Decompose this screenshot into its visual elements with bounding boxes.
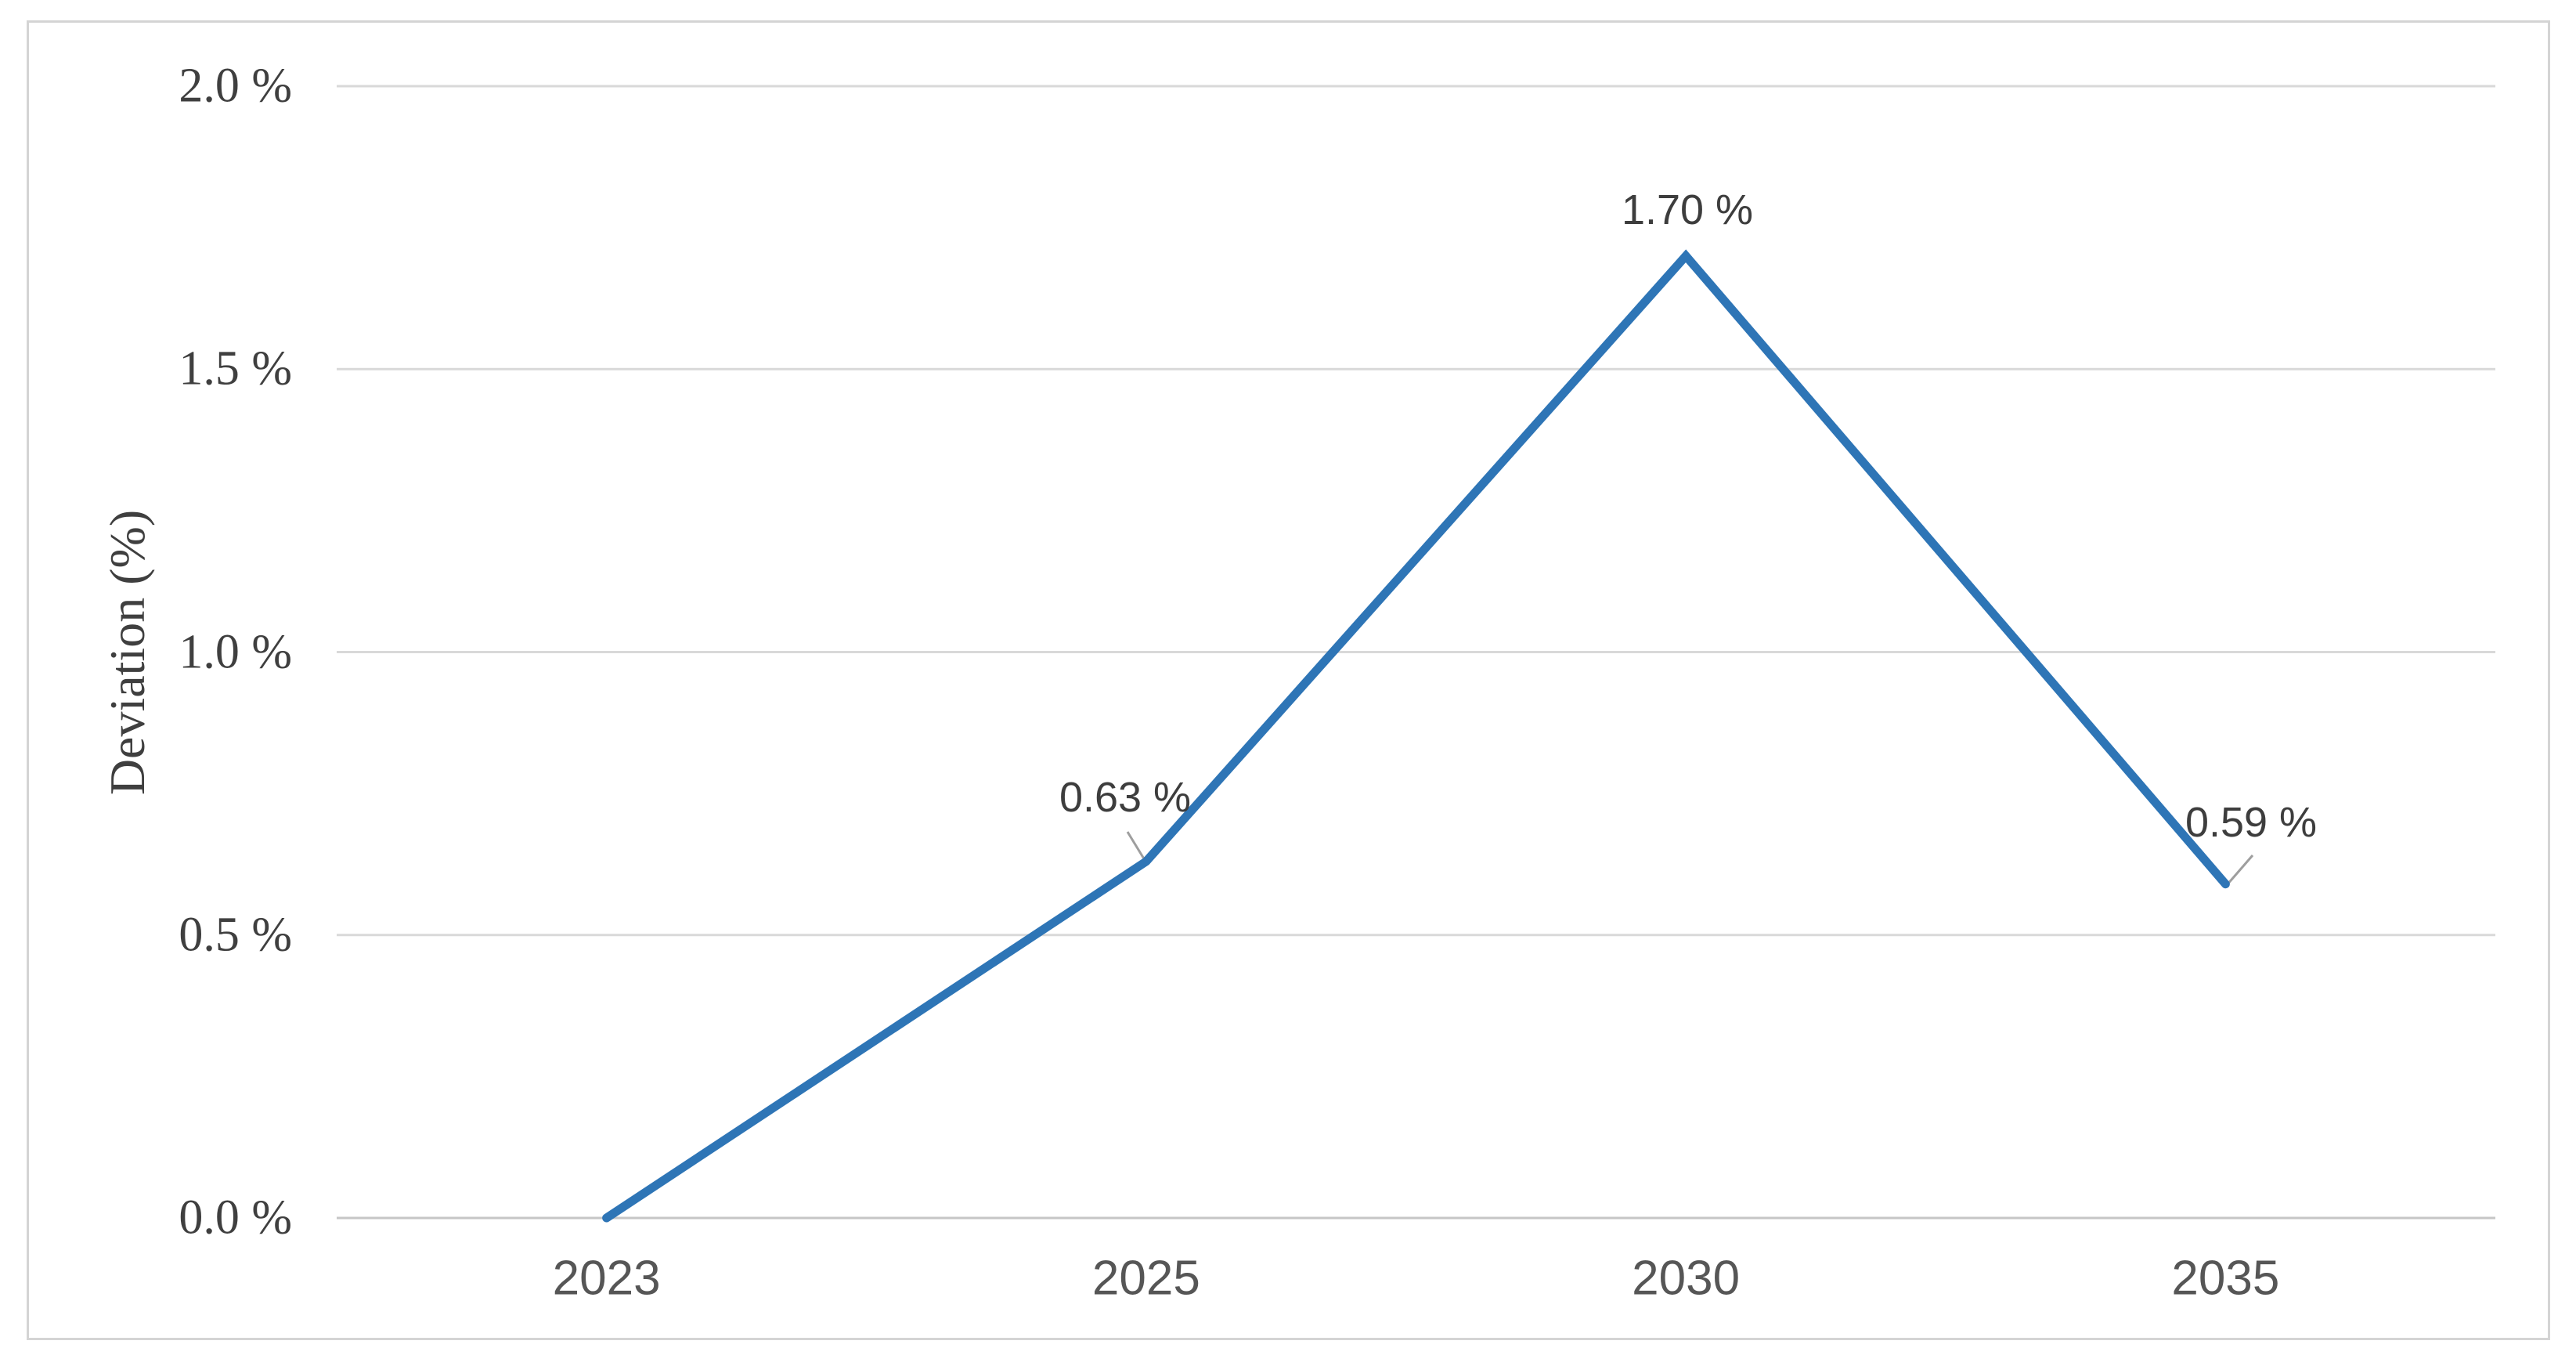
y-tick-label: 0.0 % bbox=[179, 1191, 292, 1245]
data-label-leader-line bbox=[1126, 831, 1146, 861]
y-tick-label: 1.0 % bbox=[179, 625, 292, 678]
x-tick-label: 2030 bbox=[1632, 1251, 1741, 1306]
data-label: 1.70 % bbox=[1621, 186, 1754, 233]
x-tick-label: 2025 bbox=[1091, 1251, 1200, 1306]
data-label: 0.59 % bbox=[2185, 799, 2318, 846]
x-tick-label: 2023 bbox=[552, 1251, 661, 1306]
data-label: 0.63 % bbox=[1059, 774, 1192, 821]
y-tick-label: 0.5 % bbox=[179, 908, 292, 962]
series-line-deviation bbox=[602, 249, 2230, 1223]
data-label-leader-line bbox=[2225, 855, 2254, 886]
y-axis-title: Deviation (%) bbox=[99, 509, 155, 795]
x-tick-label: 2035 bbox=[2171, 1251, 2280, 1306]
chart-border bbox=[27, 20, 2550, 1340]
y-tick-label: 1.5 % bbox=[179, 342, 292, 396]
y-tick-label: 2.0 % bbox=[179, 59, 292, 113]
